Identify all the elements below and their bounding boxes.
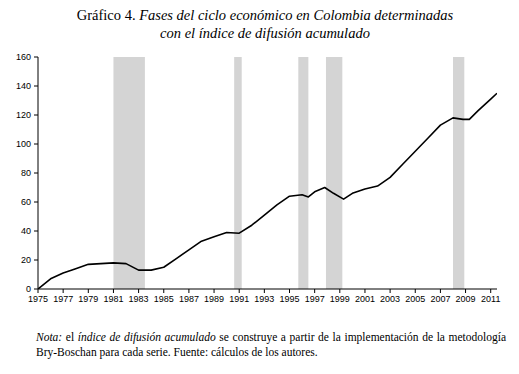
x-tick <box>38 289 39 293</box>
x-tick-label: 1975 <box>28 294 48 304</box>
y-tick-label: 0 <box>26 284 31 294</box>
note-text: índice de difusión acumulado <box>78 331 216 343</box>
note-text: el <box>66 331 74 343</box>
y-tick <box>34 86 38 87</box>
y-tick <box>34 57 38 58</box>
x-tick-label: 1981 <box>103 294 123 304</box>
y-tick-label: 160 <box>16 52 31 62</box>
y-tick-label: 40 <box>21 226 31 236</box>
x-tick-label: 1979 <box>78 294 98 304</box>
y-tick <box>34 173 38 174</box>
title-label: Gráfico 4. <box>77 7 136 23</box>
x-tick <box>63 289 64 293</box>
x-tick-label: 1991 <box>229 294 249 304</box>
recession-band <box>298 57 308 289</box>
y-tick <box>34 115 38 116</box>
x-tick <box>415 289 416 293</box>
x-tick <box>339 289 340 293</box>
x-axis <box>38 289 497 290</box>
x-tick-label: 2009 <box>456 294 476 304</box>
y-tick-label: 60 <box>21 197 31 207</box>
subtitle: con el índice de difusión acumulado <box>160 25 370 41</box>
x-tick-label: 2011 <box>481 294 500 304</box>
x-tick-label: 1989 <box>204 294 224 304</box>
x-tick-label: 1977 <box>53 294 73 304</box>
y-tick-label: 140 <box>16 81 31 91</box>
x-tick-label: 2003 <box>380 294 400 304</box>
y-tick-label: 100 <box>16 139 31 149</box>
y-tick-label: 120 <box>16 110 31 120</box>
x-tick <box>239 289 240 293</box>
x-tick-label: 1983 <box>129 294 149 304</box>
y-tick <box>34 202 38 203</box>
x-tick-label: 2007 <box>430 294 450 304</box>
recession-band <box>453 57 464 289</box>
recession-band <box>326 57 342 289</box>
note-label: Nota: <box>36 331 62 343</box>
x-tick <box>138 289 139 293</box>
y-tick <box>34 231 38 232</box>
x-tick <box>88 289 89 293</box>
y-tick <box>34 260 38 261</box>
x-tick-label: 2001 <box>355 294 375 304</box>
x-tick <box>163 289 164 293</box>
recession-band <box>234 57 242 289</box>
x-tick <box>440 289 441 293</box>
x-tick-label: 1993 <box>254 294 274 304</box>
recession-band <box>113 57 144 289</box>
subtitle: Fases del ciclo económico en Colombia de… <box>136 7 454 23</box>
title: Gráfico 4. Fases del ciclo económico en … <box>77 7 454 23</box>
chart: Gráfico 4. Fases del ciclo económico en … <box>0 0 519 374</box>
index-line <box>38 93 497 289</box>
x-tick-label: 1987 <box>179 294 199 304</box>
x-tick <box>314 289 315 293</box>
x-tick <box>188 289 189 293</box>
y-tick-label: 20 <box>21 255 31 265</box>
x-tick-label: 2005 <box>405 294 425 304</box>
x-tick <box>289 289 290 293</box>
y-tick-label: 80 <box>21 168 31 178</box>
x-tick <box>465 289 466 293</box>
plot-area <box>38 57 497 289</box>
x-tick <box>364 289 365 293</box>
y-tick <box>34 289 38 290</box>
x-tick-label: 1985 <box>154 294 174 304</box>
x-tick <box>490 289 491 293</box>
x-tick <box>390 289 391 293</box>
y-tick <box>34 144 38 145</box>
x-tick-label: 1999 <box>330 294 350 304</box>
x-tick <box>113 289 114 293</box>
note: Nota: el índice de difusión acumulado se… <box>36 330 506 360</box>
x-tick <box>214 289 215 293</box>
x-tick-label: 1995 <box>279 294 299 304</box>
x-tick <box>264 289 265 293</box>
x-tick-label: 1997 <box>305 294 325 304</box>
